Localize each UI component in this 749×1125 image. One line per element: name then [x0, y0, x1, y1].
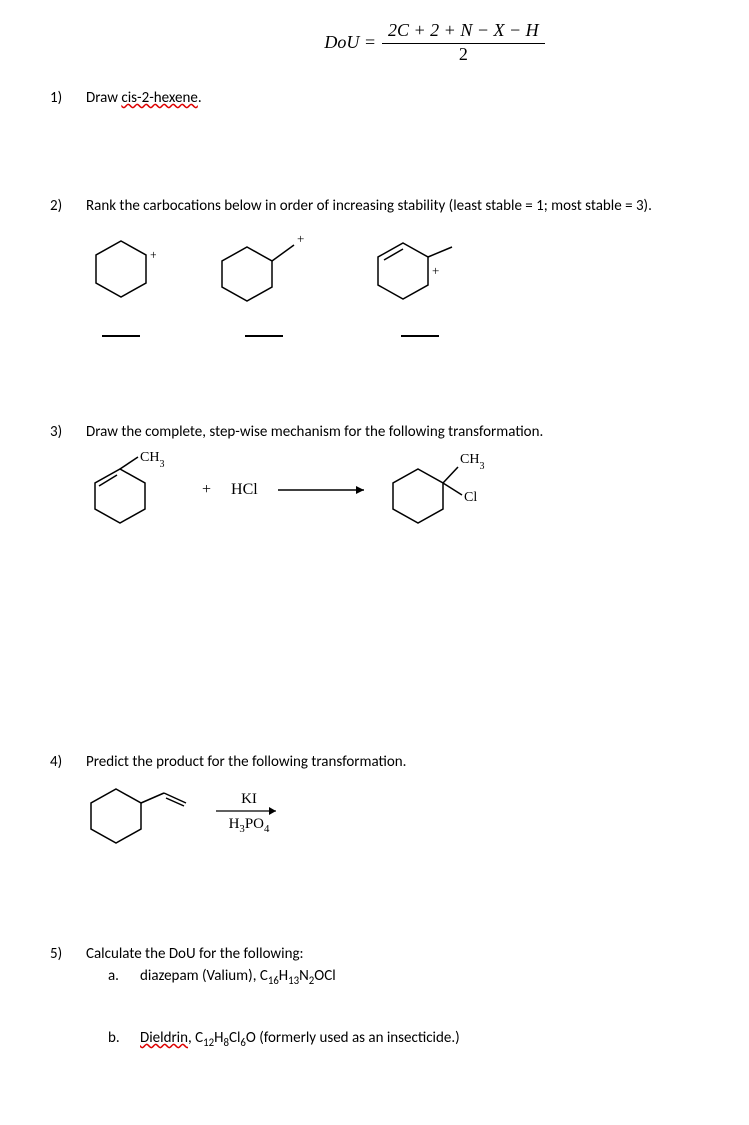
- q5b-text: Dieldrin, C12H8Cl6O (formerly used as an…: [140, 1029, 460, 1049]
- q1-squiggle-word: cis-2-hexene: [121, 89, 197, 107]
- q3-plus: +: [202, 481, 211, 499]
- q5-text: Calculate the DoU for the following:: [86, 945, 304, 963]
- q2-structure-2-col: +: [216, 233, 312, 337]
- question-3: 3) Draw the complete, step-wise mechanis…: [50, 423, 699, 533]
- q3-reactant-svg: CH3: [86, 449, 186, 531]
- q5a-label: a.: [108, 967, 126, 987]
- q4-reagent-bottom: H3PO4: [229, 816, 270, 835]
- formula-fraction: 2C + 2 + N − X − H 2: [382, 20, 545, 65]
- question-1: 1) Draw cis-2-hexene.: [50, 89, 699, 107]
- svg-text:+: +: [150, 247, 156, 262]
- formula-lhs: DoU =: [324, 32, 376, 53]
- q4-text: Predict the product for the following tr…: [86, 753, 406, 771]
- q3-scheme: CH3 + HCl CH3 Cl: [86, 447, 699, 533]
- formula-numerator: 2C + 2 + N − X − H: [382, 20, 545, 44]
- q1-text: Draw cis-2-hexene.: [86, 89, 202, 107]
- q3-text: Draw the complete, step-wise mechanism f…: [86, 423, 543, 441]
- q3-reagent: HCl: [231, 481, 258, 499]
- q1-text-post: .: [198, 89, 202, 107]
- svg-text:CH3: CH3: [460, 452, 484, 472]
- svg-text:Cl: Cl: [464, 490, 477, 505]
- q4-reactant-svg: [86, 777, 196, 849]
- formula-denominator: 2: [459, 44, 468, 65]
- q5-sub-b: b. Dieldrin, C12H8Cl6O (formerly used as…: [108, 1029, 699, 1049]
- q1-number: 1): [50, 89, 72, 107]
- q2-structures-row: + + +: [86, 233, 699, 337]
- q2-blank-1: [102, 335, 140, 337]
- q5b-label: b.: [108, 1029, 126, 1049]
- q5-number: 5): [50, 945, 72, 963]
- q4-reagent-arrow: KI H3PO4: [214, 791, 284, 835]
- dou-formula-row: DoU = 2C + 2 + N − X − H 2: [170, 20, 699, 65]
- q2-structure-3-col: +: [372, 233, 468, 337]
- q3-arrow-svg: [274, 480, 374, 500]
- q3-number: 3): [50, 423, 72, 441]
- dou-formula: DoU = 2C + 2 + N − X − H 2: [324, 20, 544, 65]
- q2-text: Rank the carbocations below in order of …: [86, 197, 652, 215]
- svg-text:+: +: [432, 263, 439, 278]
- q2-structure-1-col: +: [86, 233, 156, 337]
- q4-number: 4): [50, 753, 72, 771]
- question-4: 4) Predict the product for the following…: [50, 753, 699, 909]
- q5a-text: diazepam (Valium), C16H13N2OCl: [140, 967, 336, 987]
- q5-sub-a: a. diazepam (Valium), C16H13N2OCl: [108, 967, 699, 987]
- q2-structure-3-svg: +: [372, 233, 468, 309]
- svg-text:+: +: [297, 233, 304, 246]
- q1-text-pre: Draw: [86, 89, 121, 107]
- svg-text:CH3: CH3: [140, 450, 164, 470]
- q2-number: 2): [50, 197, 72, 215]
- q4-scheme: KI H3PO4: [86, 777, 699, 849]
- q2-blank-2: [245, 335, 283, 337]
- question-5: 5) Calculate the DoU for the following: …: [50, 945, 699, 1049]
- q2-structure-2-svg: +: [216, 233, 312, 309]
- q5b-squiggle: Dieldrin: [140, 1029, 188, 1047]
- q3-product-svg: CH3 Cl: [384, 447, 494, 533]
- question-2: 2) Rank the carbocations below in order …: [50, 197, 699, 387]
- q2-blank-3: [401, 335, 439, 337]
- q2-structure-1-svg: +: [86, 233, 156, 309]
